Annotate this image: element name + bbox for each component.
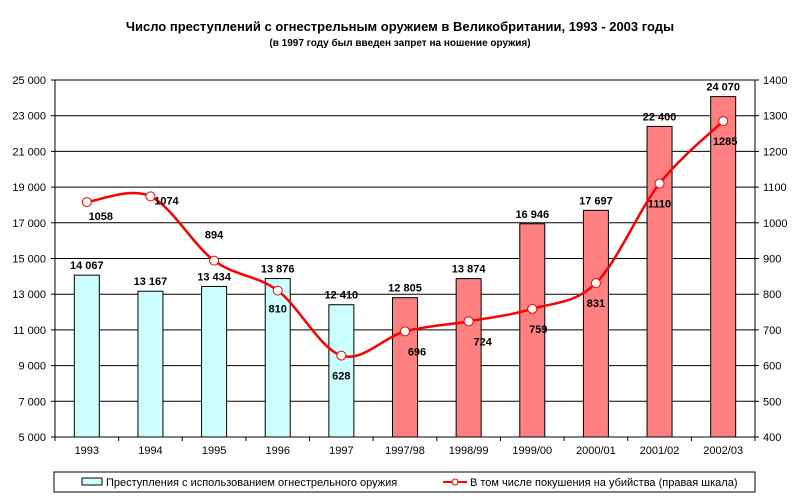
line-value-label: 628 [332, 371, 350, 383]
line-marker [145, 191, 156, 202]
bar-series [73, 96, 737, 438]
x-tick-label: 1994 [138, 445, 162, 457]
left-tick-label: 17 000 [12, 218, 46, 230]
line-marker [336, 350, 347, 361]
bar [455, 278, 482, 438]
x-tick-label: 2000/01 [576, 445, 616, 457]
line-marker [654, 178, 665, 189]
line-marker [718, 116, 729, 127]
bar-value-label: 13 434 [197, 271, 232, 283]
legend-swatch-bar [81, 477, 103, 486]
x-tick-label: 1997 [329, 445, 353, 457]
line-value-label: 759 [529, 324, 547, 336]
line-value-label: 696 [408, 346, 426, 358]
gridlines [55, 79, 755, 402]
legend-box [53, 471, 756, 493]
left-tick-label: 7 000 [18, 396, 46, 408]
line-marker [272, 285, 283, 296]
line-series [81, 116, 729, 361]
x-tick-label: 1999/00 [512, 445, 552, 457]
data-labels: 14 067 13 167 13 434 13 876 12 410 12 805 13 8… [70, 82, 740, 383]
bar [392, 297, 418, 438]
right-tick-label: 800 [763, 289, 781, 301]
line-marker [590, 278, 601, 289]
bar [73, 274, 100, 438]
line-value-label: 894 [205, 230, 224, 242]
bar-value-label: 13 874 [452, 264, 487, 276]
line-marker [463, 316, 474, 327]
right-tick-label: 1100 [763, 182, 787, 194]
legend-label: В том числе покушения на убийства (права… [470, 477, 738, 489]
bar-value-label: 14 067 [70, 260, 104, 272]
chart-subtitle: (в 1997 году был введен запрет на ношени… [269, 37, 530, 49]
right-tick-label: 1300 [763, 111, 787, 123]
x-tick-label: 2002/03 [703, 445, 743, 457]
line-value-label: 1058 [89, 211, 113, 223]
line-marker [527, 303, 538, 314]
bar-value-label: 12 410 [325, 290, 359, 302]
right-tick-label: 1400 [763, 75, 787, 87]
right-tick-label: 1000 [763, 218, 787, 230]
bar [137, 290, 164, 438]
line-value-label: 1285 [713, 136, 737, 148]
x-tick-label: 2001/02 [640, 445, 680, 457]
line-value-label: 810 [269, 304, 287, 316]
left-tick-label: 13 000 [12, 289, 46, 301]
right-tick-label: 500 [763, 396, 781, 408]
bar [264, 278, 291, 438]
legend-swatch-marker [451, 478, 459, 486]
bar-value-label: 13 876 [261, 264, 295, 276]
left-tick-label: 15 000 [12, 254, 46, 266]
bar-value-label: 17 697 [579, 195, 613, 207]
bar [328, 304, 355, 438]
left-tick-label: 19 000 [12, 182, 46, 194]
legend: Преступления с использованием огнестрель… [53, 471, 756, 493]
legend-label: Преступления с использованием огнестрель… [106, 477, 397, 489]
left-tick-label: 21 000 [12, 146, 46, 158]
bar [582, 209, 609, 438]
right-tick-label: 400 [763, 432, 781, 444]
line-value-label: 724 [473, 336, 492, 348]
x-tick-label: 1993 [75, 445, 99, 457]
x-tick-label: 1995 [202, 445, 226, 457]
line-value-label: 1110 [648, 199, 671, 211]
bar-value-label: 13 167 [134, 276, 168, 288]
x-tick-label: 1998/99 [449, 445, 489, 457]
bar [201, 285, 228, 438]
right-tick-label: 600 [763, 361, 781, 373]
line-value-label: 831 [587, 298, 605, 310]
bar [519, 223, 546, 438]
bar [710, 96, 737, 438]
left-tick-label: 5 000 [18, 432, 46, 444]
chart-title: Число преступлений с огнестрельным оружи… [126, 19, 674, 34]
line-marker [81, 197, 92, 208]
x-tick-label: 1997/98 [385, 445, 425, 457]
bar-value-label: 24 070 [706, 82, 740, 94]
left-tick-label: 23 000 [12, 111, 46, 123]
right-tick-label: 700 [763, 325, 781, 337]
bar-value-label: 12 805 [388, 283, 422, 295]
right-tick-label: 900 [763, 254, 781, 266]
left-tick-label: 9 000 [18, 361, 46, 373]
line-marker [209, 255, 220, 266]
axes: 5 000 7 000 9 000 11 000 13 000 15 000 17 000 1… [12, 75, 787, 457]
x-tick-label: 1996 [265, 445, 289, 457]
line-marker [400, 326, 410, 337]
line-value-label: 1074 [154, 195, 179, 207]
bar-value-label: 16 946 [515, 209, 549, 221]
left-tick-label: 11 000 [13, 325, 46, 337]
right-tick-label: 1200 [763, 146, 787, 158]
left-tick-label: 25 000 [12, 75, 46, 87]
bar-value-label: 22 400 [643, 111, 677, 123]
